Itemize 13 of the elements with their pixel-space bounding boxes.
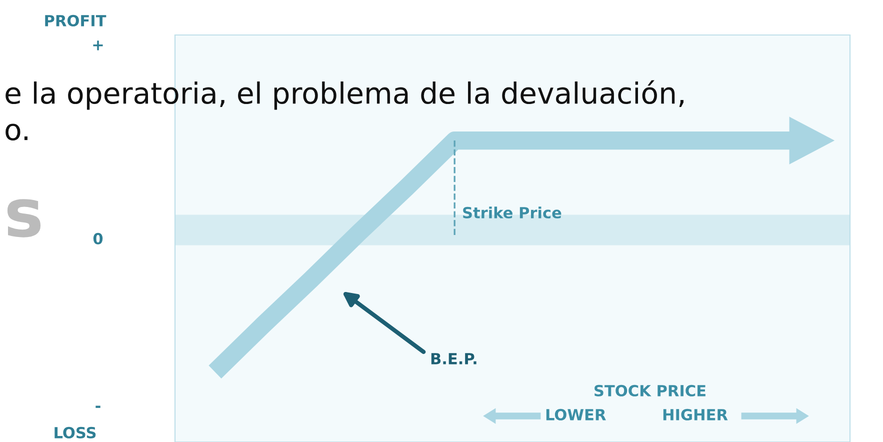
text: o. bbox=[6, 124, 28, 140]
text: HIGHER bbox=[663, 408, 728, 420]
text: 0 bbox=[93, 232, 103, 244]
text: + bbox=[93, 40, 103, 50]
text: LOSS bbox=[54, 426, 96, 438]
annotation: B.E.P. bbox=[431, 353, 476, 364]
text: STOCK PRICE bbox=[594, 384, 706, 396]
text: - bbox=[96, 406, 100, 408]
text: LOWER bbox=[546, 408, 606, 420]
annotation: Strike Price bbox=[463, 206, 562, 218]
text: PROFIT bbox=[45, 14, 106, 26]
text: e la operatoria, el problema de la devaluación, bbox=[6, 80, 684, 110]
text: s bbox=[7, 199, 41, 238]
